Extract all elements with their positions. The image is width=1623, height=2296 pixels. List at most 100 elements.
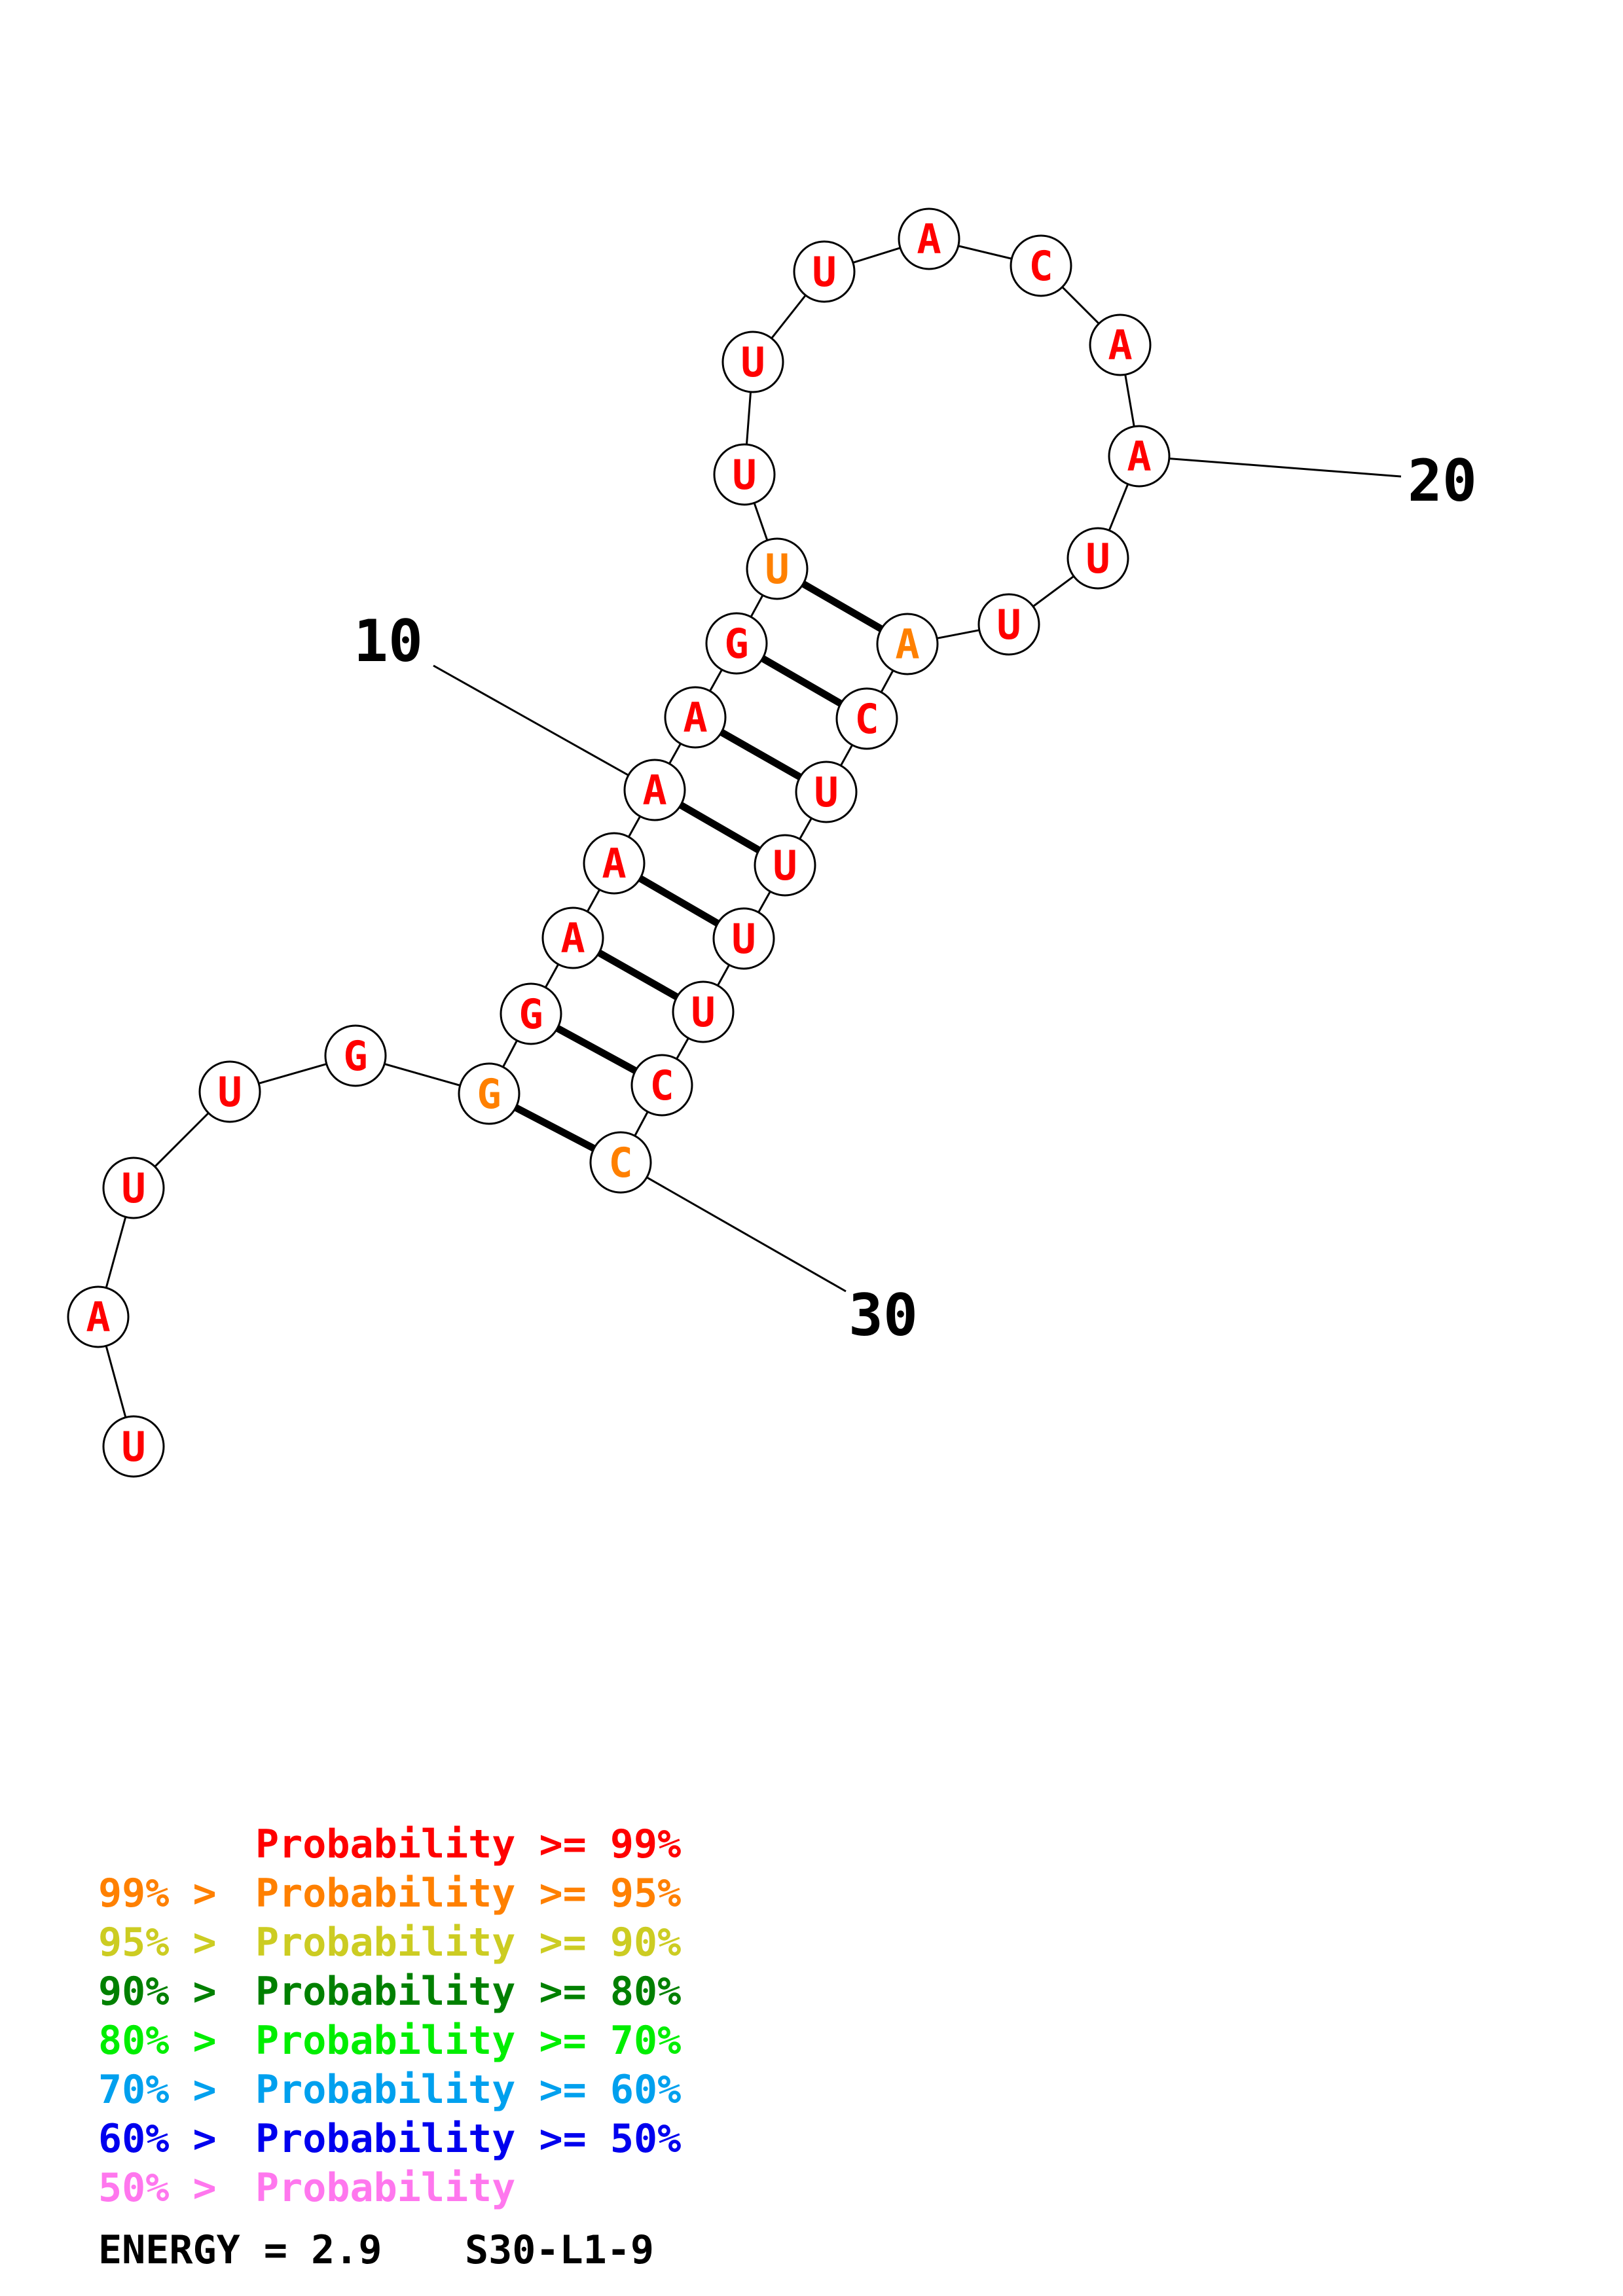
nucleotide-circle: [1108, 425, 1171, 488]
nucleotide-letter: G: [477, 1070, 501, 1118]
nucleotide: U: [198, 1060, 261, 1123]
legend-row-8: 50% > Probability: [98, 2165, 515, 2211]
nucleotide: U: [793, 240, 856, 303]
nucleotide-circle: [1089, 314, 1152, 376]
nucleotide-circle: [795, 761, 858, 823]
nucleotide-letter: U: [773, 842, 797, 889]
structure-id-label: S30-L1-9: [465, 2227, 654, 2273]
nucleotide: C: [630, 1054, 693, 1117]
nucleotide: C: [1010, 234, 1072, 297]
index-label-layer: 10 20 30: [354, 447, 1477, 1349]
legend-row-8-label: Probability: [255, 2165, 515, 2211]
nucleotide-letter: U: [732, 451, 756, 499]
nucleotide-circle: [898, 207, 960, 270]
nucleotide-letter: U: [691, 988, 715, 1036]
nucleotide: G: [324, 1024, 387, 1087]
nucleotide-letter: A: [86, 1293, 110, 1341]
probability-legend: Probability >= 99% 99% > Probability >= …: [98, 1821, 681, 2211]
legend-row-1: Probability >= 99%: [255, 1821, 681, 1867]
nucleotide-letter: U: [812, 248, 836, 296]
legend-row-4-prefix: 90% >: [98, 1969, 240, 2015]
nucleotide-letter: U: [731, 915, 756, 963]
base-pair-layer: [487, 565, 909, 1166]
nucleotide: C: [835, 687, 898, 750]
nucleotide: U: [1067, 527, 1129, 590]
nucleotide-letter: A: [1127, 433, 1151, 480]
nucleotide: A: [583, 832, 646, 895]
legend-row-2-prefix: 99% >: [98, 1871, 240, 1916]
legend-row-3: 95% > Probability >= 90%: [98, 1920, 681, 1965]
nucleotide-letter: C: [649, 1062, 674, 1109]
nucleotide-circle: [583, 832, 646, 895]
nucleotide-letter: A: [683, 694, 707, 742]
nucleotide-circle: [977, 593, 1040, 656]
index-label: 20: [1408, 447, 1477, 514]
index-leader-line: [620, 1161, 847, 1293]
nucleotide-circle: [67, 1285, 130, 1348]
nucleotide: U: [754, 834, 816, 897]
legend-row-3-label: Probability >= 90%: [255, 1920, 681, 1965]
nucleotide: U: [712, 907, 775, 970]
nucleotide: A: [1108, 425, 1171, 488]
nucleotide-letter: U: [814, 768, 838, 816]
nucleotide-circle: [721, 331, 784, 393]
nucleotide-circle: [623, 759, 686, 821]
nucleotide-circle: [1067, 527, 1129, 590]
nucleotide-circle: [876, 613, 939, 675]
nucleotide: A: [664, 686, 727, 749]
nucleotide: U: [102, 1157, 165, 1219]
index-label: 10: [354, 607, 423, 675]
nucleotide: U: [795, 761, 858, 823]
nucleotide-circle: [793, 240, 856, 303]
legend-row-8-prefix: 50% >: [98, 2165, 240, 2211]
legend-row-6-label: Probability >= 60%: [255, 2067, 681, 2113]
nucleotide-circle: [198, 1060, 261, 1123]
legend-row-4-label: Probability >= 80%: [255, 1969, 681, 2015]
nucleotide-letter: U: [121, 1164, 145, 1212]
nucleotide: G: [458, 1062, 520, 1125]
nucleotide-letter: U: [740, 338, 765, 386]
nucleotide: U: [746, 537, 809, 600]
legend-row-6: 70% > Probability >= 60%: [98, 2067, 681, 2113]
legend-row-5: 80% > Probability >= 70%: [98, 2018, 681, 2064]
footer: ENERGY = 2.9 S30-L1-9: [98, 2227, 654, 2273]
nucleotide: A: [1089, 314, 1152, 376]
nucleotide-letter: U: [121, 1423, 145, 1471]
nucleotide-circle: [324, 1024, 387, 1087]
nucleotide: U: [102, 1415, 165, 1478]
nucleotide-circle: [746, 537, 809, 600]
nucleotide-letter: C: [608, 1139, 632, 1187]
nucleotide: U: [713, 443, 776, 506]
legend-row-7-label: Probability >= 50%: [255, 2116, 681, 2162]
legend-row-2: 99% > Probability >= 95%: [98, 1871, 681, 1916]
nucleotide-letter: U: [217, 1068, 242, 1116]
nucleotide-circle: [630, 1054, 693, 1117]
nucleotide-circle: [541, 906, 604, 969]
index-leader-line: [1139, 455, 1402, 478]
nucleotide-letter: A: [642, 766, 666, 814]
nucleotide-letter: C: [1029, 242, 1053, 290]
legend-row-7: 60% > Probability >= 50%: [98, 2116, 681, 2162]
nucleotide-letter: A: [917, 215, 941, 263]
nucleotide-circle: [754, 834, 816, 897]
nucleotide-circle: [712, 907, 775, 970]
nucleotide-letter: U: [996, 601, 1021, 649]
nucleotide-letter: G: [519, 990, 543, 1038]
index-leader-line: [433, 664, 655, 791]
legend-row-7-prefix: 60% >: [98, 2116, 240, 2162]
nucleotide-letter: A: [560, 914, 585, 962]
nucleotide-circle: [458, 1062, 520, 1125]
nucleotide-letter: U: [765, 545, 789, 593]
nucleotide-circle: [589, 1131, 652, 1194]
legend-row-2-label: Probability >= 95%: [255, 1871, 681, 1916]
legend-row-5-prefix: 80% >: [98, 2018, 240, 2064]
nucleotide-letter: A: [602, 840, 626, 888]
energy-label: ENERGY = 2.9: [98, 2227, 382, 2273]
nucleotide-letter: C: [854, 695, 879, 743]
nucleotide: U: [672, 980, 735, 1043]
nucleotide-letter: G: [343, 1032, 367, 1080]
nucleotide-letter: U: [1085, 535, 1110, 583]
nucleotide: A: [876, 613, 939, 675]
nucleotide: A: [898, 207, 960, 270]
